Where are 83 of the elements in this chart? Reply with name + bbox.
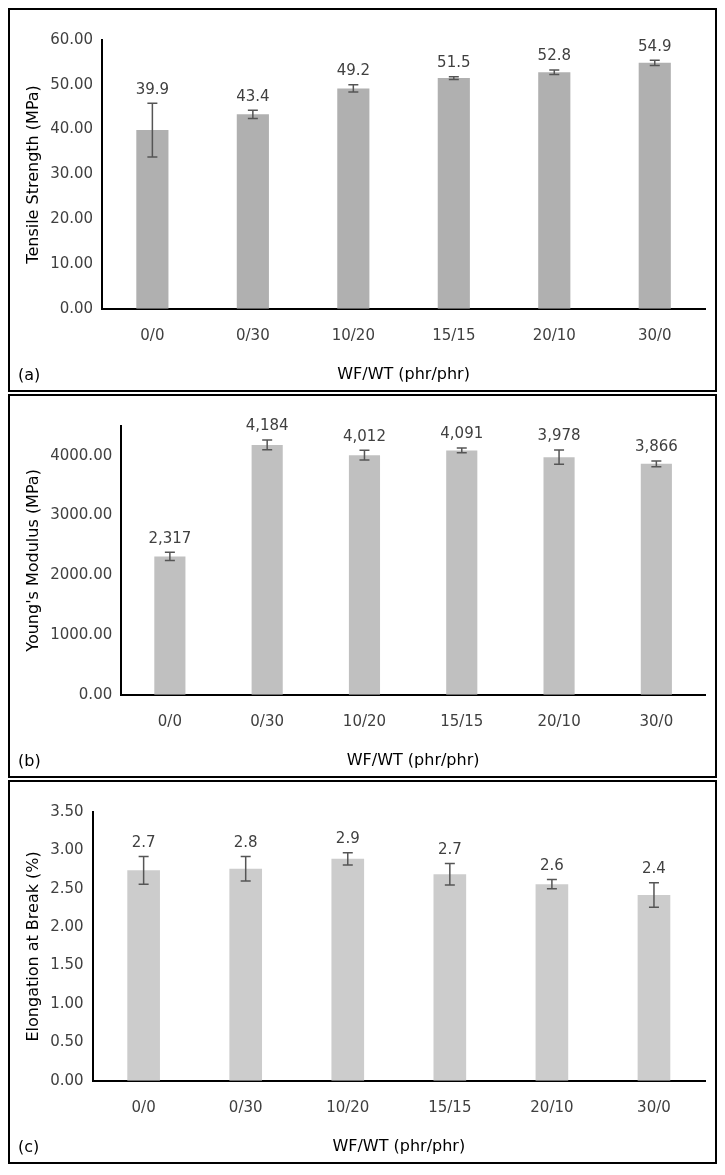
y-tick-label: 20.00 <box>50 209 94 228</box>
x-tick-label: 30/0 <box>637 1097 671 1116</box>
data-label: 4,091 <box>440 424 484 443</box>
bar <box>251 444 283 695</box>
x-tick-label: 30/0 <box>639 711 674 730</box>
data-label: 54.9 <box>638 36 672 55</box>
x-tick-label: 20/10 <box>537 711 581 730</box>
y-tick-label: 1.00 <box>50 993 84 1012</box>
x-tick-label: 0/30 <box>236 325 270 344</box>
x-tick-label: 15/15 <box>440 711 484 730</box>
bar <box>127 870 160 1081</box>
y-tick-label: 4000.00 <box>50 445 113 464</box>
x-tick-label: 10/20 <box>331 325 375 344</box>
y-tick-label: 0.00 <box>59 298 94 317</box>
y-tick-label: 3.00 <box>50 840 84 859</box>
x-tick-label: 10/20 <box>326 1097 370 1116</box>
y-tick-label: 50.00 <box>50 74 94 93</box>
bar <box>154 556 186 695</box>
x-tick-label: 0/0 <box>157 711 182 730</box>
bar <box>136 130 169 309</box>
bar <box>348 455 381 695</box>
y-tick-label: 2.00 <box>50 917 84 936</box>
y-axis-title: Young's Modulus (MPa) <box>22 469 42 653</box>
data-label: 39.9 <box>135 79 170 98</box>
x-tick-label: 15/15 <box>428 1097 472 1116</box>
y-tick-label: 40.00 <box>50 119 94 138</box>
x-tick-label: 30/0 <box>637 325 672 344</box>
data-label: 2.8 <box>233 832 258 851</box>
bar <box>236 114 269 309</box>
x-axis-title: WF/WT (phr/phr) <box>337 363 470 383</box>
bar <box>229 868 263 1081</box>
data-label: 4,184 <box>245 416 289 435</box>
data-label: 3,866 <box>634 437 678 456</box>
text: (c) <box>18 1137 40 1157</box>
x-tick-label: 20/10 <box>532 325 576 344</box>
bar <box>437 78 470 309</box>
x-tick-label: 0/0 <box>140 325 165 344</box>
bar <box>535 884 569 1081</box>
bar <box>543 457 575 695</box>
y-tick-label: 0.00 <box>50 1070 84 1089</box>
y-tick-label: 1000.00 <box>50 624 113 643</box>
x-tick-label: 0/30 <box>228 1097 263 1116</box>
data-label: 2.9 <box>335 829 360 848</box>
y-tick-label: 1.50 <box>50 955 84 974</box>
data-label: 52.8 <box>537 46 571 65</box>
bar <box>331 858 365 1081</box>
data-label: 3,978 <box>537 426 581 445</box>
bar <box>538 72 571 309</box>
data-label: 2.6 <box>539 855 564 874</box>
x-axis-title: WF/WT (phr/phr) <box>346 749 480 769</box>
bar <box>446 450 478 695</box>
x-axis-title: WF/WT (phr/phr) <box>332 1135 466 1155</box>
bar <box>433 874 467 1081</box>
y-tick-label: 2.50 <box>50 878 84 897</box>
x-tick-label: 0/30 <box>250 711 285 730</box>
bar <box>638 62 671 309</box>
y-tick-label: 60.00 <box>50 29 94 48</box>
y-tick-label: 30.00 <box>50 164 94 183</box>
x-tick-label: 20/10 <box>530 1097 574 1116</box>
data-label: 2.7 <box>437 839 462 858</box>
y-tick-label: 10.00 <box>50 253 94 272</box>
data-label: 2.4 <box>642 859 666 878</box>
y-tick-label: 3.50 <box>50 801 84 820</box>
x-tick-label: 15/15 <box>432 325 476 344</box>
y-tick-label: 2000.00 <box>50 565 113 584</box>
data-label: 43.4 <box>236 86 270 105</box>
y-axis-title: Elongation at Break (%) <box>22 851 42 1042</box>
bar <box>637 894 671 1081</box>
bar <box>640 463 672 695</box>
text: (a) <box>18 365 41 385</box>
data-label: 49.2 <box>336 61 371 80</box>
y-axis-title: Tensile Strength (MPa) <box>22 85 42 265</box>
data-label: 4,012 <box>342 426 386 445</box>
text: (b) <box>18 751 41 771</box>
y-tick-label: 0.00 <box>78 684 113 703</box>
y-tick-label: 0.50 <box>50 1032 84 1051</box>
y-tick-label: 3000.00 <box>50 505 113 524</box>
data-label: 2,317 <box>148 528 192 547</box>
x-tick-label: 10/20 <box>342 711 387 730</box>
data-label: 51.5 <box>437 53 471 72</box>
x-tick-label: 0/0 <box>131 1097 156 1116</box>
data-label: 2.7 <box>131 832 156 851</box>
bar <box>337 88 370 309</box>
